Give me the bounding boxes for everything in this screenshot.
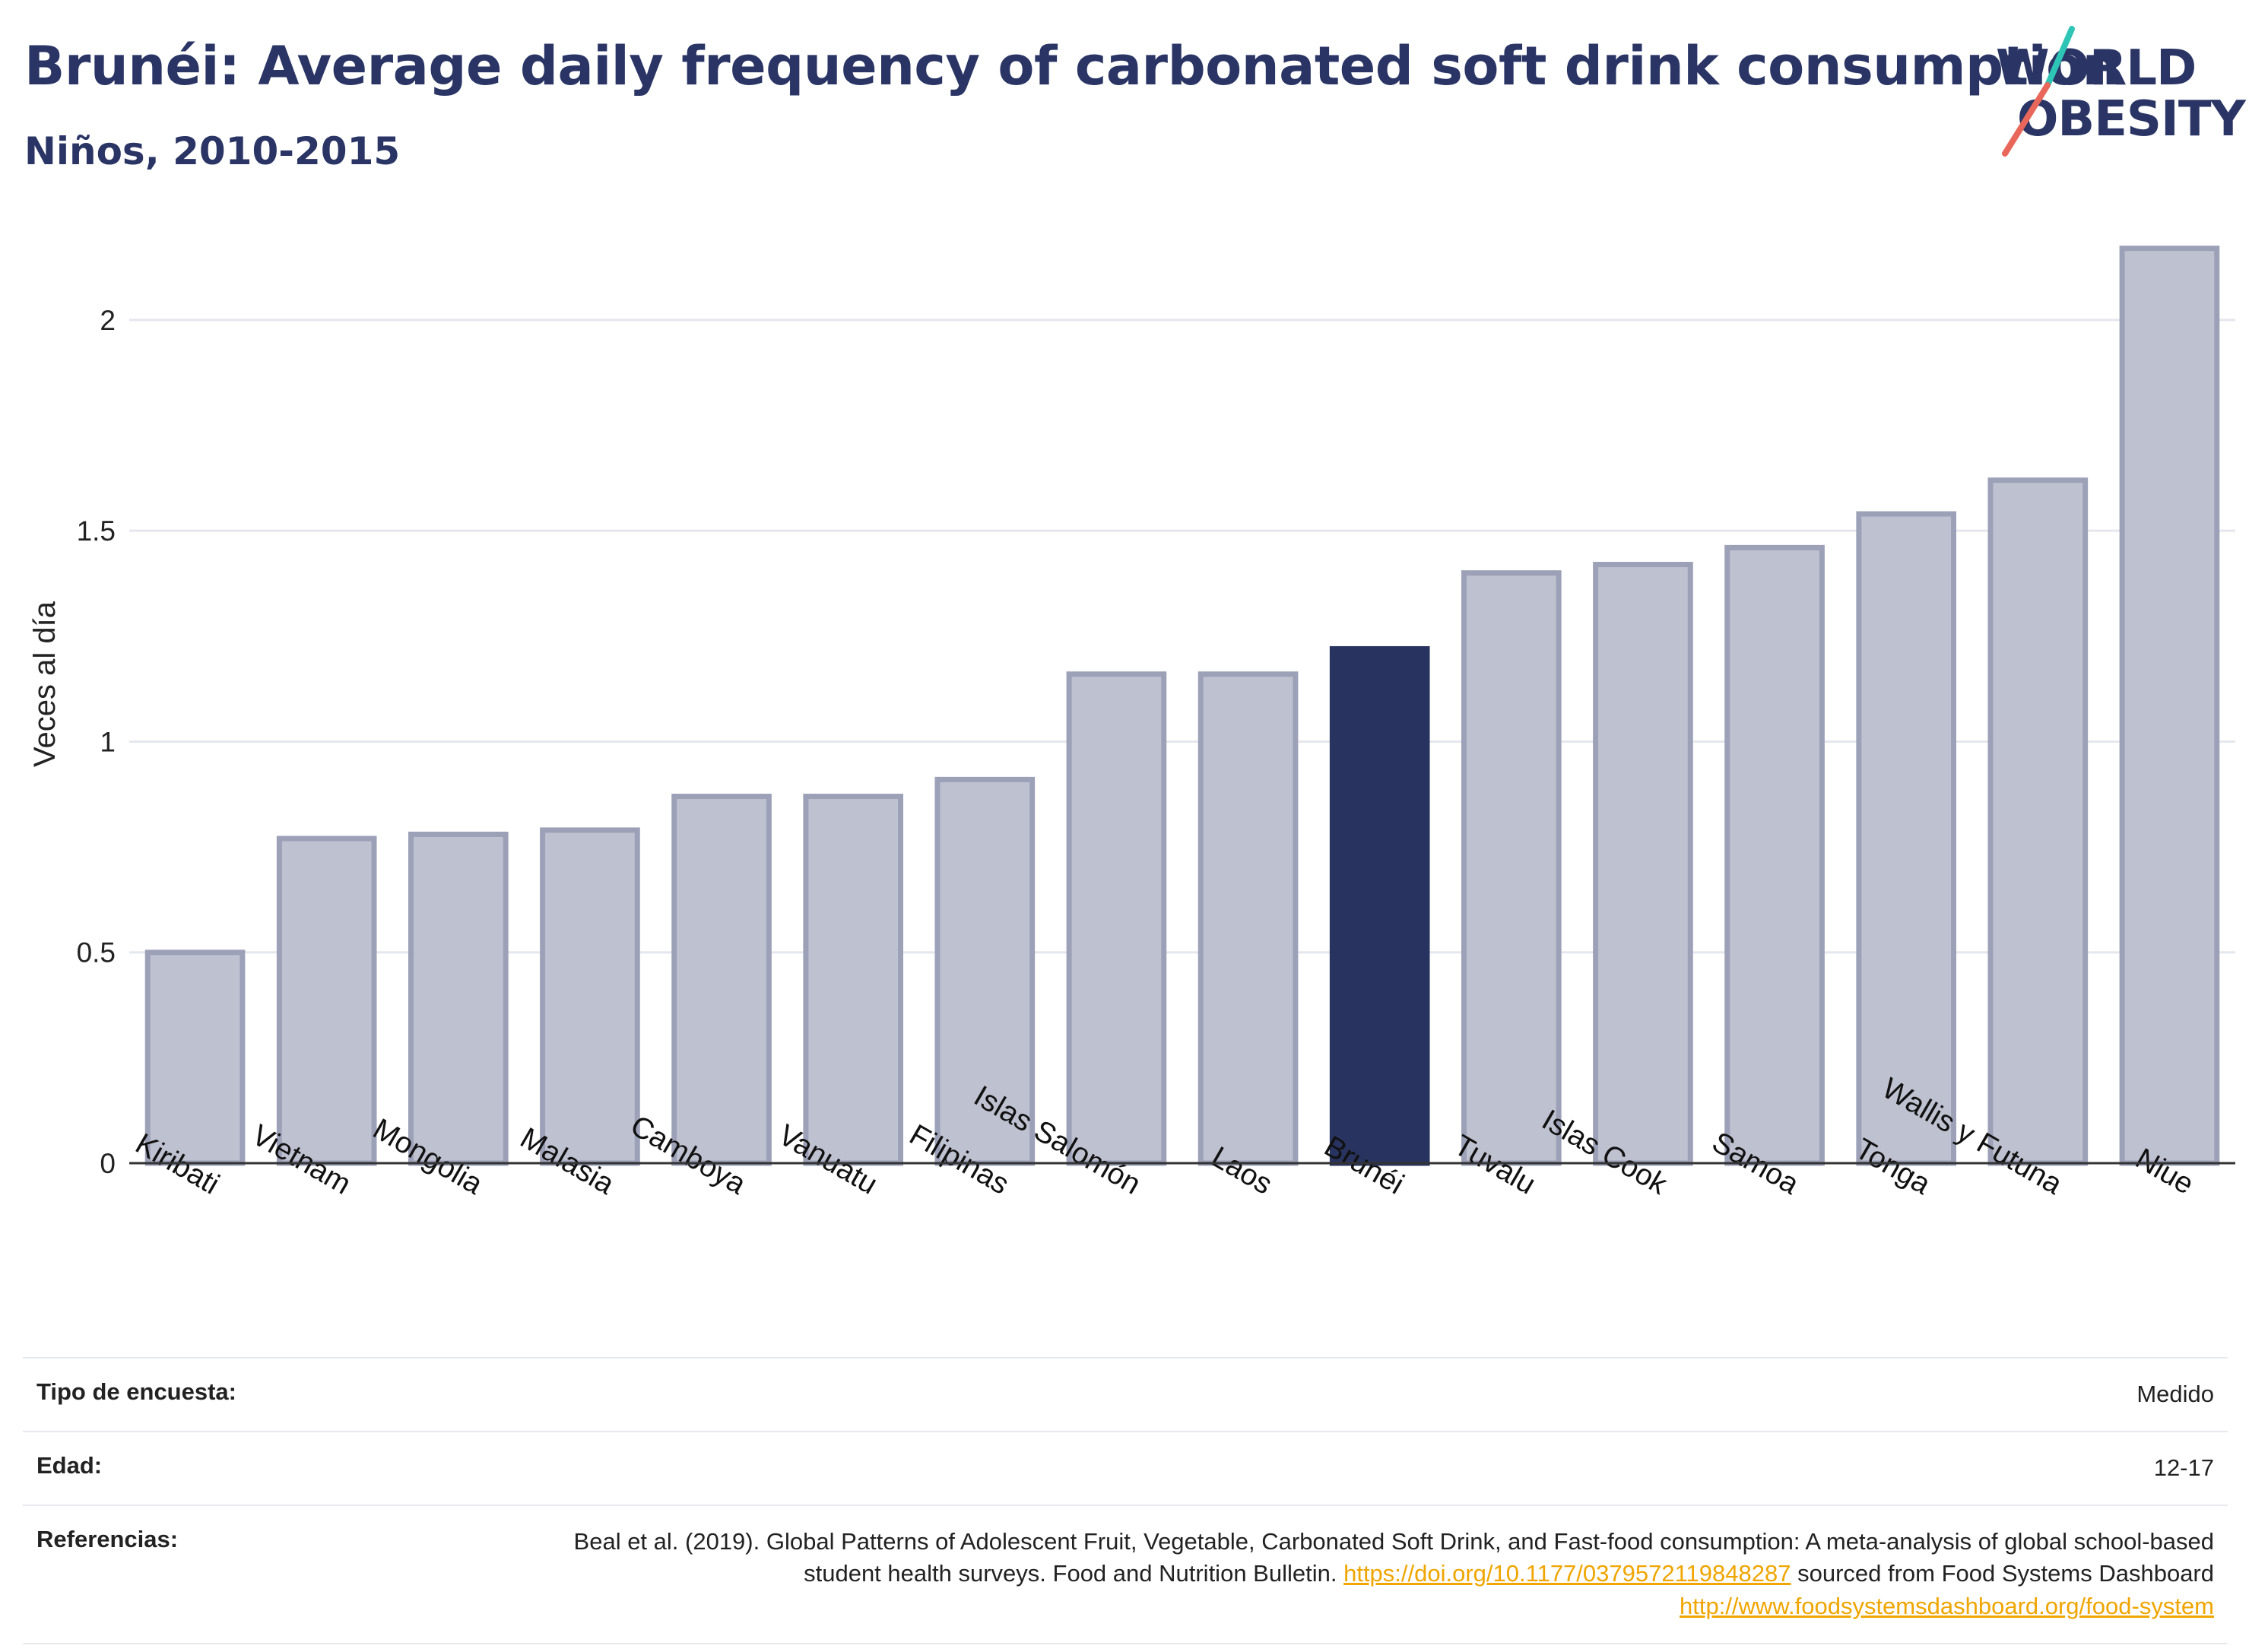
y-tick-label: 0 xyxy=(100,1148,116,1179)
info-table: Tipo de encuesta: Medido Edad: 12-17 Ref… xyxy=(23,1357,2228,1644)
logo-slash-icon xyxy=(2002,26,2075,157)
bar-kiribati xyxy=(144,950,246,1166)
doi-link[interactable]: https://doi.org/10.1177/0379572119848287 xyxy=(1343,1560,1791,1587)
bar-malasia xyxy=(540,827,640,1166)
bar-vanuatu xyxy=(803,794,904,1166)
bar-islas-salomón xyxy=(1066,671,1167,1166)
y-axis-label: Veces al día xyxy=(28,601,62,767)
bars xyxy=(144,246,2220,1166)
bar-samoa xyxy=(1724,544,1825,1166)
info-label: Edad: xyxy=(36,1451,103,1479)
info-value: 12-17 xyxy=(2153,1454,2214,1481)
bar-mongolia xyxy=(408,831,509,1166)
bar-brunéi xyxy=(1329,645,1430,1166)
bar-wallis-y-futuna xyxy=(1987,477,2089,1166)
reference-citation: Beal et al. (2019). Global Patterns of A… xyxy=(573,1527,2214,1587)
bar-islas-cook xyxy=(1593,562,1693,1166)
bar-camboya xyxy=(671,794,772,1166)
bar-tuvalu xyxy=(1461,570,1562,1166)
bar-niue xyxy=(2119,246,2220,1166)
bar-vietnam xyxy=(276,836,377,1166)
y-tick-label: 1.5 xyxy=(77,515,116,547)
bar-laos xyxy=(1197,671,1299,1166)
y-tick-label: 0.5 xyxy=(77,937,116,969)
bar-tonga xyxy=(1856,511,1957,1166)
food-systems-link[interactable]: http://www.foodsystemsdashboard.org/food… xyxy=(1680,1593,2214,1620)
info-row-age: Edad: 12-17 xyxy=(23,1430,2228,1505)
info-row-survey-type: Tipo de encuesta: Medido xyxy=(23,1357,2228,1431)
info-row-references: Referencias: Beal et al. (2019). Global … xyxy=(23,1504,2228,1644)
bar-filipinas xyxy=(934,776,1036,1166)
y-tick-label: 2 xyxy=(100,305,116,336)
world-obesity-logo: WORLD OBESITY xyxy=(1988,23,2246,160)
info-label: Tipo de encuesta: xyxy=(36,1378,236,1405)
logo-word-world: WORLD xyxy=(1996,40,2197,97)
references-text: Beal et al. (2019). Global Patterns of A… xyxy=(511,1526,2214,1623)
chart-subtitle: Niños, 2010-2015 xyxy=(24,129,401,173)
chart-title: Brunéi: Average daily frequency of carbo… xyxy=(24,35,2121,97)
info-label: Referencias: xyxy=(36,1525,179,1552)
info-value: Medido xyxy=(2136,1381,2214,1407)
y-tick-label: 1 xyxy=(100,726,116,757)
reference-source: sourced from Food Systems Dashboard xyxy=(1797,1560,2214,1587)
logo-word-obesity: OBESITY xyxy=(2017,91,2246,147)
